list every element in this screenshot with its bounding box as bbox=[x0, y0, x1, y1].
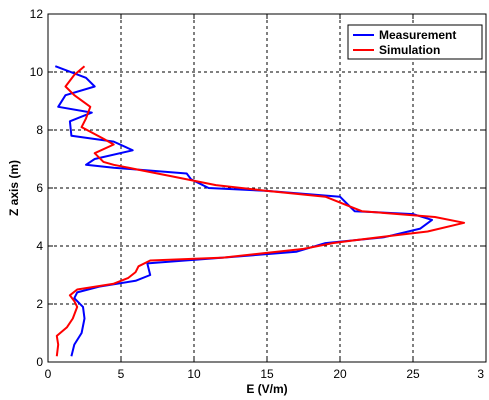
legend-label-simulation: Simulation bbox=[379, 43, 440, 57]
x-tick-label: 20 bbox=[333, 367, 347, 381]
series-line-measurement bbox=[54, 65, 433, 357]
x-tick-label: 0 bbox=[45, 367, 52, 381]
series-layer bbox=[54, 65, 466, 357]
y-tick-label: 12 bbox=[30, 7, 44, 21]
series-line-simulation bbox=[55, 65, 466, 357]
x-axis-label: E (V/m) bbox=[246, 382, 287, 396]
legend-box bbox=[347, 24, 483, 60]
x-tick-label: 10 bbox=[187, 367, 201, 381]
x-tick-label: 25 bbox=[406, 367, 420, 381]
x-tick-label: 3 bbox=[477, 367, 484, 381]
y-tick-label: 6 bbox=[36, 181, 43, 195]
y-tick-label: 10 bbox=[30, 65, 44, 79]
y-axis-label: Z axis (m) bbox=[7, 160, 21, 216]
x-tick-label: 15 bbox=[260, 367, 274, 381]
plot-frame bbox=[47, 13, 487, 363]
legend-label-measurement: Measurement bbox=[379, 28, 456, 42]
y-tick-label: 0 bbox=[36, 355, 43, 369]
y-tick-label: 2 bbox=[36, 297, 43, 311]
y-tick-label: 4 bbox=[36, 239, 43, 253]
legend: Measurement Simulation bbox=[347, 24, 483, 60]
y-tick-label: 8 bbox=[36, 123, 43, 137]
x-tick-label: 5 bbox=[118, 367, 125, 381]
grid-layer bbox=[48, 14, 486, 362]
